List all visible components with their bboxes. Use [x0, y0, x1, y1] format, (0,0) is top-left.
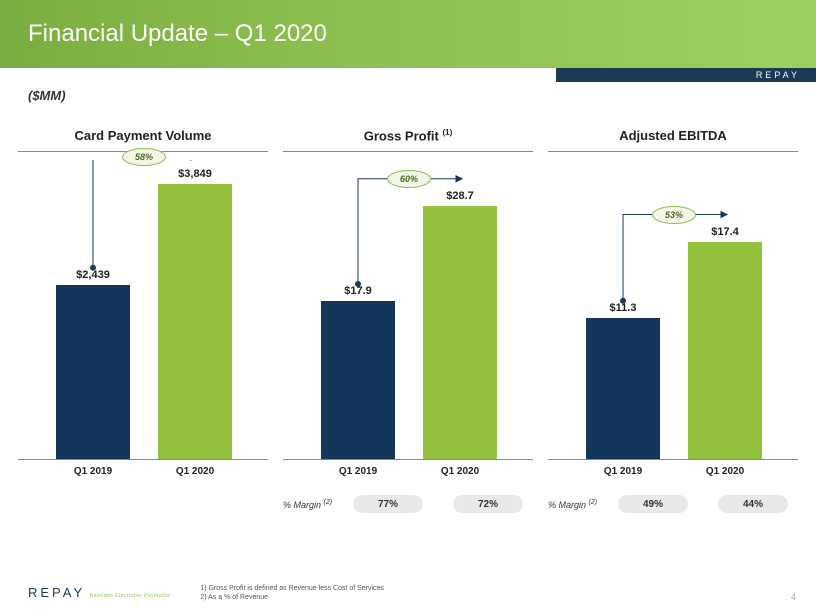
- x-label: Q1 2019: [321, 466, 395, 477]
- footer: REPAY Realtime Electronic Payments 1) Gr…: [28, 584, 796, 602]
- margin-row: % Margin (2)77% 72%: [283, 495, 533, 513]
- footnote-1: 1) Gross Profit is defined as Revenue le…: [200, 584, 791, 593]
- growth-connector: [283, 160, 533, 460]
- chart-panel: Adjusted EBITDA$11.3$17.453%Q1 2019Q1 20…: [548, 128, 798, 513]
- x-label: Q1 2020: [423, 466, 497, 477]
- page-number: 4: [791, 592, 796, 602]
- margin-label: % Margin (2): [283, 499, 353, 510]
- footnote-2: 2) As a % of Revenue: [200, 593, 791, 602]
- slide-header: Financial Update – Q1 2020 REPAY: [0, 0, 816, 68]
- x-label: Q1 2020: [158, 466, 232, 477]
- margin-pill: 77%: [353, 495, 423, 513]
- chart-panel: Gross Profit (1)$17.9$28.760%Q1 2019Q1 2…: [283, 128, 533, 513]
- unit-label: ($MM): [28, 88, 66, 103]
- growth-pill: 60%: [387, 170, 431, 188]
- x-label: Q1 2019: [56, 466, 130, 477]
- chart-panel: Card Payment Volume$2,439$3,84958%Q1 201…: [18, 128, 268, 513]
- growth-connector: [18, 160, 268, 460]
- x-axis-labels: Q1 2019 Q1 2020: [283, 466, 533, 477]
- x-label: Q1 2019: [586, 466, 660, 477]
- panel-title: Adjusted EBITDA: [548, 128, 798, 152]
- footer-logo: REPAY Realtime Electronic Payments: [28, 584, 170, 602]
- x-axis-labels: Q1 2019 Q1 2020: [18, 466, 268, 477]
- growth-pill: 58%: [122, 148, 166, 166]
- charts-row: Card Payment Volume$2,439$3,84958%Q1 201…: [18, 128, 798, 513]
- margin-row: % Margin (2)49% 44%: [548, 495, 798, 513]
- plot-area: $2,439$3,84958%: [18, 160, 268, 460]
- slide-title: Financial Update – Q1 2020: [28, 20, 327, 48]
- panel-title: Gross Profit (1): [283, 128, 533, 152]
- plot-area: $17.9$28.760%: [283, 160, 533, 460]
- footnotes: 1) Gross Profit is defined as Revenue le…: [200, 584, 791, 602]
- x-label: Q1 2020: [688, 466, 762, 477]
- margin-pill: 72%: [453, 495, 523, 513]
- plot-area: $11.3$17.453%: [548, 160, 798, 460]
- margin-pill: 49%: [618, 495, 688, 513]
- margin-label: % Margin (2): [548, 499, 618, 510]
- growth-pill: 53%: [652, 206, 696, 224]
- brand-bar: REPAY: [556, 68, 816, 82]
- margin-pill: 44%: [718, 495, 788, 513]
- brand-text: REPAY: [756, 70, 800, 80]
- x-axis-labels: Q1 2019 Q1 2020: [548, 466, 798, 477]
